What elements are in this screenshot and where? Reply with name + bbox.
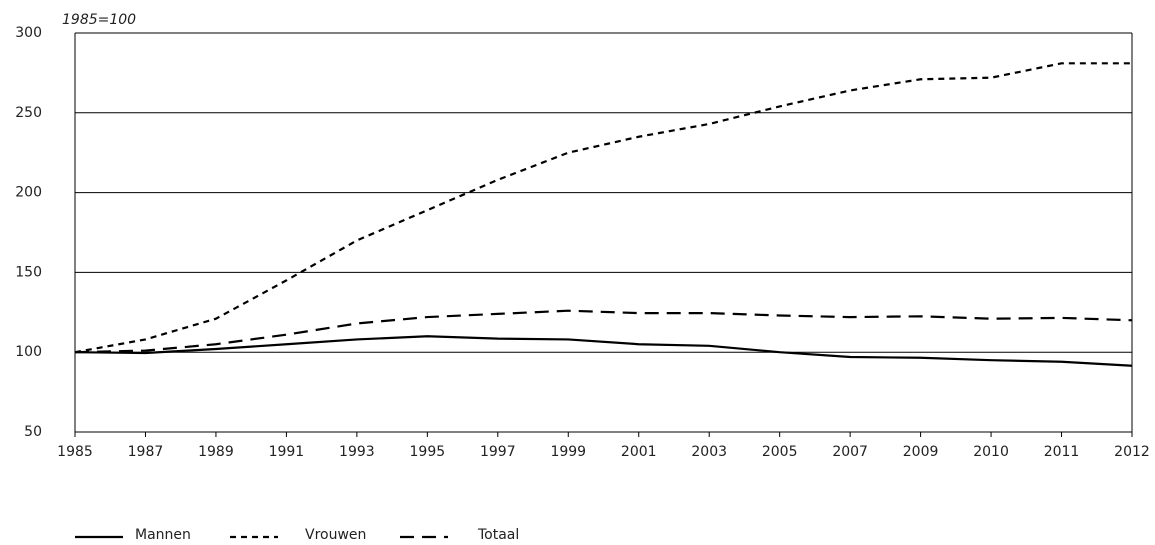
y-tick-label: 300 [15, 25, 42, 41]
x-tick-label: 1991 [269, 444, 305, 460]
x-tick-label: 1987 [128, 444, 164, 460]
x-tick-label: 2003 [691, 444, 727, 460]
series-line [74, 309, 1133, 354]
legend-label: Totaal [477, 527, 519, 543]
x-tick-label: 1997 [480, 444, 516, 460]
x-tick-label: 2005 [762, 444, 798, 460]
x-tick-label: 1985 [57, 444, 93, 460]
x-tick-label: 2012 [1114, 444, 1150, 460]
legend-label: Mannen [135, 527, 191, 543]
legend-label: Vrouwen [305, 527, 366, 543]
y-tick-label: 100 [15, 344, 42, 360]
series-line [74, 335, 1133, 367]
y-tick-label: 200 [15, 185, 42, 201]
y-tick-label: 250 [15, 105, 42, 121]
annotation: 1985=100 [62, 12, 136, 28]
x-tick-label: 1993 [339, 444, 375, 460]
y-tick-label: 150 [15, 264, 42, 280]
x-tick-label: 2010 [973, 444, 1009, 460]
x-tick-label: 2007 [832, 444, 868, 460]
x-tick-label: 2009 [903, 444, 939, 460]
x-tick-label: 1989 [198, 444, 234, 460]
x-tick-label: 2011 [1044, 444, 1080, 460]
y-tick-label: 50 [24, 424, 42, 440]
x-tick-label: 1995 [410, 444, 446, 460]
x-tick-label: 1999 [550, 444, 586, 460]
x-tick-label: 2001 [621, 444, 657, 460]
series-line [74, 62, 1132, 354]
